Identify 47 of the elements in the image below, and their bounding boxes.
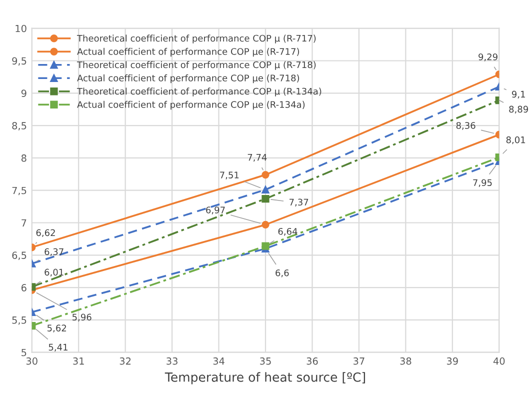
- data-label: 5,41: [48, 344, 68, 352]
- data-label: 7,51: [220, 172, 239, 180]
- y-tick-label: 7: [22, 219, 26, 226]
- data-label: 8,36: [456, 122, 476, 130]
- data-label: 7,95: [473, 179, 492, 187]
- x-tick-label: 30: [26, 357, 38, 365]
- data-label: 6,37: [44, 248, 64, 256]
- y-tick-label: 8,5: [12, 122, 26, 130]
- data-label: 9,1: [512, 90, 525, 99]
- x-tick-label: 37: [354, 357, 364, 365]
- x-tick-label: 32: [120, 357, 131, 365]
- data-label: 6,01: [44, 268, 64, 277]
- x-tick-label: 40: [493, 357, 505, 365]
- x-tick-label: 31: [73, 357, 84, 365]
- y-tick-label: 7,5: [12, 186, 26, 196]
- x-tick-label: 35: [260, 357, 271, 365]
- x-tick-label: 38: [400, 357, 412, 365]
- y-tick-label: 6: [21, 284, 26, 292]
- x-tick-label: 33: [166, 357, 178, 365]
- y-tick-label: 9: [21, 90, 26, 97]
- y-tick-label: 6,5: [12, 252, 26, 260]
- legend-label: Theoretical coefficient of performance COP μ (R-718): [76, 61, 316, 70]
- y-tick-label: 9,5: [12, 57, 26, 66]
- y-tick-label: 5,5: [12, 316, 26, 325]
- x-tick-label: 36: [306, 357, 318, 365]
- y-tick-label: 10: [16, 24, 26, 32]
- x-tick-label: 34: [213, 357, 224, 365]
- legend-label: Actual coefficient of performance COP μe (R-718): [77, 74, 300, 84]
- legend-label: Actual coefficient of performance COP μe (R-134a): [77, 100, 305, 110]
- data-label: 9,29: [478, 53, 498, 62]
- legend-label: Theoretical coefficient of performance COP μ (R-717): [76, 34, 316, 44]
- data-label: 8,89: [509, 106, 528, 114]
- data-label: 5,62: [48, 324, 66, 332]
- data-label: 7,37: [290, 198, 308, 206]
- data-label: 5,96: [72, 314, 92, 322]
- data-label: 8,01: [506, 136, 526, 144]
- x-axis-title: Temperature of heat source [ºC]: [164, 372, 366, 384]
- y-tick-label: 8: [21, 154, 26, 162]
- data-label: 6,97: [206, 206, 225, 214]
- data-label: 6,64: [278, 228, 298, 236]
- y-tick-label: 5: [22, 348, 26, 356]
- legend-label: Theoretical coefficient of performance COP μ (R-134a): [76, 88, 322, 96]
- data-label: 6,6: [276, 269, 289, 278]
- data-label: 7,74: [248, 154, 267, 162]
- x-tick-label: 39: [446, 357, 458, 365]
- data-label: 6,62: [36, 229, 55, 238]
- legend-label: Actual coefficient of performance COP μe (R-717): [77, 48, 300, 57]
